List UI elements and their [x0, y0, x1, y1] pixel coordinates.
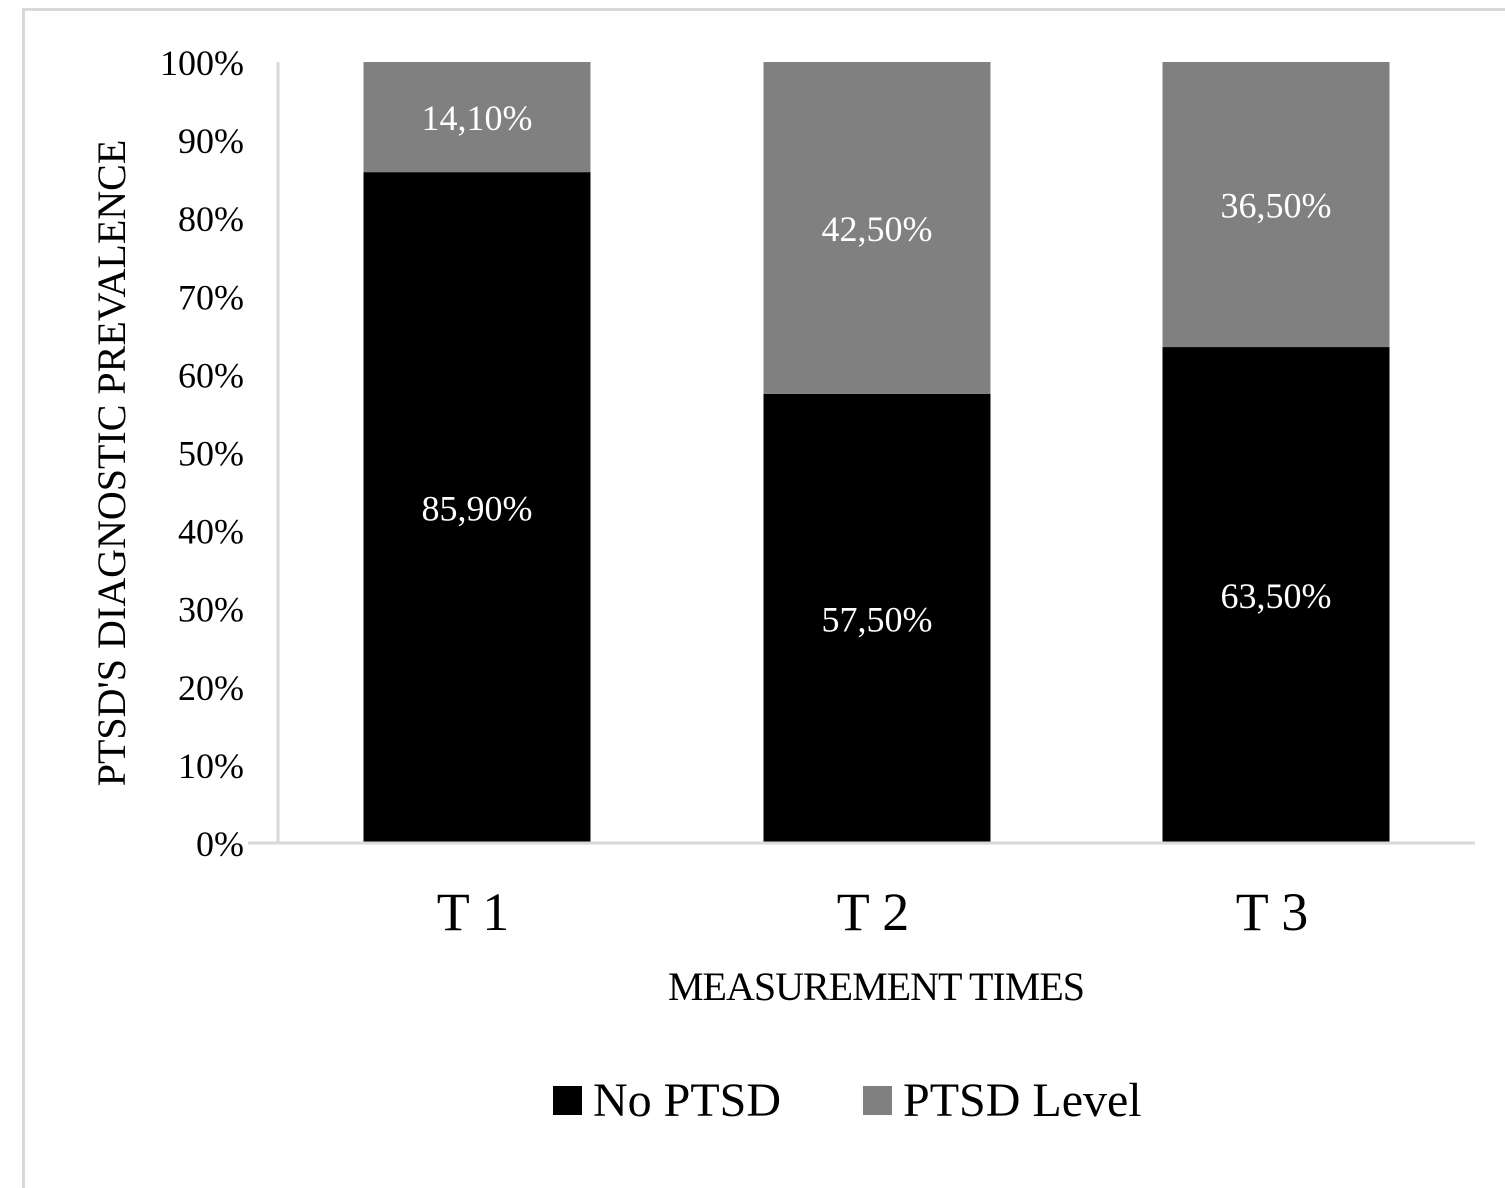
bar-segment-ptsd-level-t1 — [363, 62, 591, 173]
legend: No PTSD PTSD Level — [553, 1074, 1142, 1127]
data-label: 85,90% — [422, 489, 533, 529]
y-axis-title-group: PTSD'S DIAGNOSTIC PREVALENCE — [89, 140, 134, 787]
legend-label: PTSD Level — [903, 1074, 1142, 1127]
y-tick-label: 50% — [178, 434, 244, 474]
data-label: 36,50% — [1221, 186, 1332, 226]
x-tick-label: T 1 — [437, 882, 510, 942]
y-tick-label: 0% — [196, 824, 244, 864]
axes — [248, 62, 1475, 845]
data-label: 57,50% — [822, 599, 933, 639]
y-tick-label: 20% — [178, 668, 244, 708]
bar-segment-no-ptsd-t1 — [363, 172, 591, 844]
bar-segment-no-ptsd-t3 — [1162, 347, 1390, 843]
y-tick-label: 60% — [178, 355, 244, 395]
x-axis-title: MEASUREMENT TIMES — [668, 964, 1084, 1009]
data-label: 63,50% — [1221, 576, 1332, 616]
y-tick-label: 10% — [178, 746, 244, 786]
bars — [363, 62, 1390, 844]
x-tick-label: T 3 — [1236, 882, 1309, 942]
bar-segment-no-ptsd-t2 — [763, 393, 991, 843]
legend-label: No PTSD — [593, 1074, 781, 1127]
data-label: 42,50% — [822, 209, 933, 249]
x-tick-label: T 2 — [837, 882, 910, 942]
y-tick-label: 90% — [178, 121, 244, 161]
y-tick-label: 80% — [178, 199, 244, 239]
bar-segment-ptsd-level-t2 — [763, 62, 991, 394]
y-tick-label: 100% — [160, 43, 244, 83]
legend-swatch — [863, 1086, 892, 1115]
data-label: 14,10% — [422, 98, 533, 138]
y-axis-ticks: 0% 10% 20% 30% 40% 50% 60% 70% 80% 90% 100% — [160, 43, 244, 864]
bar-segment-ptsd-level-t3 — [1162, 62, 1390, 348]
y-axis-title: PTSD'S DIAGNOSTIC PREVALENCE — [89, 140, 134, 787]
legend-swatch — [553, 1086, 582, 1115]
x-axis-ticks: T 1 T 2 T 3 — [437, 882, 1309, 942]
y-tick-label: 30% — [178, 590, 244, 630]
y-tick-label: 40% — [178, 512, 244, 552]
legend-item-no-ptsd: No PTSD — [553, 1074, 781, 1127]
legend-item-ptsd-level: PTSD Level — [863, 1074, 1142, 1127]
bar-labels: 85,90% 14,10% 57,50% 42,50% 63,50% 36,50% — [422, 98, 1332, 639]
y-tick-label: 70% — [178, 277, 244, 317]
